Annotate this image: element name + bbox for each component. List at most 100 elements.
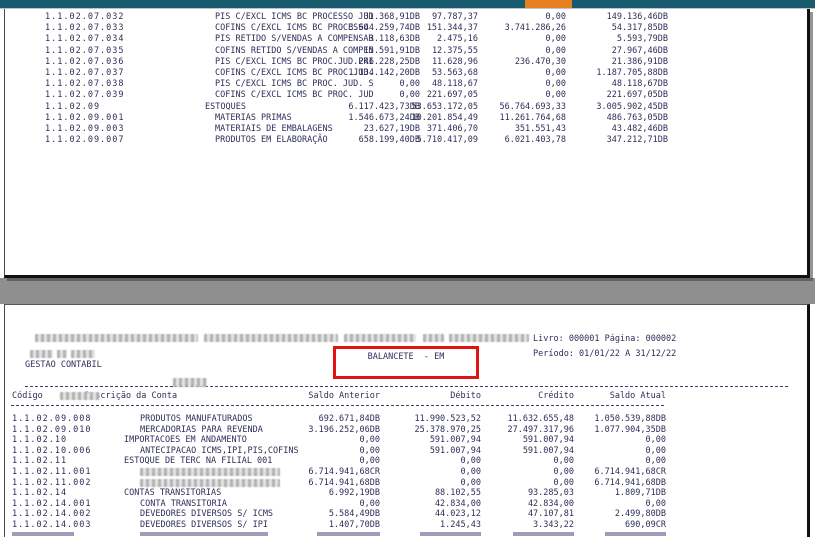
cell-saldo-anterior: 0,00 bbox=[399, 90, 420, 101]
cell-account-code: 1.1.02.11.001 bbox=[12, 467, 92, 477]
cell-credito: 11.261.764,68 bbox=[499, 112, 566, 123]
cell-saldo-atual: 3.005.902,45DB bbox=[596, 101, 668, 112]
cell-saldo-anterior: 658.199,40DB bbox=[358, 135, 420, 146]
cell-saldo-anterior: 0,00 bbox=[359, 498, 380, 509]
cell-account-code: 1.1.02.10 bbox=[12, 435, 68, 446]
cell-account-code: 1.1.02.07.035 bbox=[45, 45, 125, 56]
cell-account-desc: PRODUTOS MANUFATURADOS bbox=[140, 414, 253, 424]
separator-line bbox=[25, 386, 790, 387]
redacted-company-info bbox=[423, 334, 444, 342]
cell-account-desc: MERCADORIAS PARA REVENDA bbox=[140, 424, 263, 435]
cell-debito: 0,00 bbox=[460, 467, 481, 477]
cell-saldo-anterior: 6.117.423,73DB bbox=[348, 101, 420, 112]
cell-account-code: 1.1.02.14.002 bbox=[12, 509, 92, 520]
document-viewport[interactable]: 1.1.02.07.032 PIS C/EXCL ICMS BC PROCESSO… bbox=[0, 9, 815, 537]
cell-saldo-atual: 221.697,05DB bbox=[606, 90, 668, 101]
top-scrollbar-track[interactable] bbox=[0, 0, 815, 8]
cell-credito: 236.470,30 bbox=[514, 56, 566, 67]
redacted-company-info bbox=[57, 350, 67, 358]
cell-credito: 591.007,94 bbox=[522, 435, 574, 446]
cell-saldo-atual: 1.050.539,88DB bbox=[594, 414, 666, 424]
table-row: 1.1.02.11 ESTOQUE DE TERC NA FILIAL 001 0,… bbox=[5, 457, 807, 467]
cell-account-desc: DEVEDORES DIVERSOS S/ IPI bbox=[140, 520, 268, 530]
cell-account-desc: ESTOQUE DE TERC NA FILIAL 001 bbox=[124, 456, 273, 467]
cell-saldo-atual: 1.809,71DB bbox=[614, 488, 666, 499]
redacted-account-desc bbox=[140, 478, 280, 487]
cell-debito: 0,00 bbox=[460, 477, 481, 488]
cell-account-code: 1.1.02.10.006 bbox=[12, 445, 92, 456]
livro-pagina-label: Livro: 000001 Página: 000002 bbox=[533, 334, 677, 344]
redacted-company-info bbox=[204, 334, 338, 342]
cell-debito: 25.378.970,25 bbox=[414, 424, 481, 435]
redacted-account-desc bbox=[140, 468, 280, 476]
cell-account-desc: PIS C/EXCL ICMS BC PROC.JUD.PRI bbox=[215, 56, 374, 67]
cell-account-desc: COFINS C/EXCL ICMS BC PROC.JUD. bbox=[215, 68, 374, 78]
cell-account-desc: ESTOQUES bbox=[205, 101, 246, 112]
cell-debito: 371.406,70 bbox=[426, 124, 478, 134]
cell-account-code: 1.1.02.11 bbox=[12, 456, 68, 467]
table-row: 1.1.02.11.002 6.714.941,68DB 0,00 0,00 6.714… bbox=[5, 477, 807, 489]
cell-saldo-anterior: 3.196.252,06DB bbox=[308, 424, 380, 435]
redacted-patch bbox=[173, 378, 207, 387]
cell-credito: 47.107,81 bbox=[527, 509, 574, 520]
report-page-1: 1.1.02.07.032 PIS C/EXCL ICMS BC PROCESSO… bbox=[4, 9, 810, 278]
cell-saldo-atual: 6.714.941,68CR bbox=[594, 467, 666, 477]
table-row: 1.1.02.09 ESTOQUES 6.117.423,73DB 53.653.17… bbox=[5, 101, 807, 113]
cell-debito: 10.201.854,49 bbox=[411, 112, 478, 123]
report-page-2: Livro: 000001 Página: 000002 Período: 01… bbox=[4, 304, 810, 537]
cell-debito: 221.697,05 bbox=[426, 90, 478, 101]
cell-account-code: 1.1.02.09 bbox=[45, 101, 101, 112]
cell-credito: 0,00 bbox=[545, 12, 566, 22]
cell-debito: 12.375,55 bbox=[431, 45, 478, 56]
highlight-box: BALANCETE - EM bbox=[333, 346, 479, 379]
cell-saldo-anterior: 0,00 bbox=[399, 79, 420, 90]
cell-account-code: 1.1.02.09.007 bbox=[45, 135, 125, 146]
table-row: 1.1.02.09.008 PRODUTOS MANUFATURADOS 692.6… bbox=[5, 415, 807, 425]
cell-saldo-anterior: 5.584,49DB bbox=[328, 509, 380, 520]
cell-credito: 591.007,94 bbox=[522, 445, 574, 456]
cell-debito: 591.007,94 bbox=[429, 435, 481, 446]
cell-account-desc: PIS C/EXCL ICMS BC PROC. JUD. S bbox=[215, 79, 374, 90]
cell-saldo-anterior: 0,00 bbox=[359, 456, 380, 467]
table-row: 1.1.02.14 CONTAS TRANSITORIAS 6.992,19DB 88… bbox=[5, 489, 807, 499]
redacted-company-info bbox=[344, 334, 416, 342]
redacted-patch bbox=[60, 392, 99, 400]
cell-saldo-atual: 1.187.705,88DB bbox=[596, 68, 668, 78]
cell-debito: 11.990.523,52 bbox=[414, 414, 481, 424]
cell-debito: 591.007,94 bbox=[429, 445, 481, 456]
cell-credito: 11.632.655,48 bbox=[507, 414, 574, 424]
cell-credito: 42.834,00 bbox=[527, 498, 574, 509]
cell-account-code: 1.1.02.07.032 bbox=[45, 12, 125, 22]
cell-saldo-atual: 1.077.904,35DB bbox=[594, 424, 666, 435]
table-row: 1.1.02.09.003 MATERIAIS DE EMBALAGENS 23.6… bbox=[5, 125, 807, 135]
table-row: 1.1.02.09.010 MERCADORIAS PARA REVENDA 3.1… bbox=[5, 424, 807, 436]
cell-account-code: 1.1.02.09.001 bbox=[45, 112, 125, 123]
cell-saldo-atual: 2.499,80DB bbox=[614, 509, 666, 520]
cell-saldo-atual: 486.763,05DB bbox=[606, 112, 668, 123]
cell-debito: 53.563,68 bbox=[431, 68, 478, 78]
cell-saldo-anterior: 1.407,70DB bbox=[328, 520, 380, 530]
cell-debito: 97.787,37 bbox=[431, 12, 478, 22]
table-row: 1.1.02.07.038 PIS C/EXCL ICMS BC PROC. JU… bbox=[5, 80, 807, 90]
cell-account-desc: PIS RETIDO S/VENDAS A COMPENSAR bbox=[215, 34, 374, 45]
table-row: 1.1.02.07.033 COFINS C/EXCL ICMS BC PROCE… bbox=[5, 24, 807, 34]
cell-saldo-anterior: 23.627,19DB bbox=[363, 124, 420, 134]
cell-credito: 0,00 bbox=[545, 79, 566, 90]
table-row: 1.1.02.07.034 PIS RETIDO S/VENDAS A COMPE… bbox=[5, 35, 807, 45]
table-row: 1.1.02.07.036 PIS C/EXCL ICMS BC PROC.JUD… bbox=[5, 56, 807, 68]
cell-credito: 56.764.693,33 bbox=[499, 101, 566, 112]
cell-account-code: 1.1.02.07.036 bbox=[45, 56, 125, 67]
cell-account-code: 1.1.02.07.039 bbox=[45, 90, 125, 101]
cell-saldo-atual: 0,00 bbox=[645, 498, 666, 509]
col-header-codigo: Código bbox=[12, 391, 43, 401]
table-row: 1.1.02.10 IMPORTACOES EM ANDAMENTO 0,00 591… bbox=[5, 436, 807, 446]
cell-account-code: 1.1.02.14.003 bbox=[12, 520, 92, 530]
redacted-company-info bbox=[30, 350, 53, 358]
table-row: 1.1.02.10.006 ANTECIPACAO ICMS,IPI,PIS,CO… bbox=[5, 445, 807, 457]
cell-credito: 3.741.286,26 bbox=[504, 23, 566, 34]
redacted-company-info bbox=[35, 334, 198, 342]
scrollbar-thumb[interactable] bbox=[525, 0, 572, 8]
cell-credito: 0,00 bbox=[553, 467, 574, 477]
cell-saldo-anterior: 15.591,91DB bbox=[363, 45, 420, 56]
cell-saldo-anterior: 0,00 bbox=[359, 445, 380, 456]
